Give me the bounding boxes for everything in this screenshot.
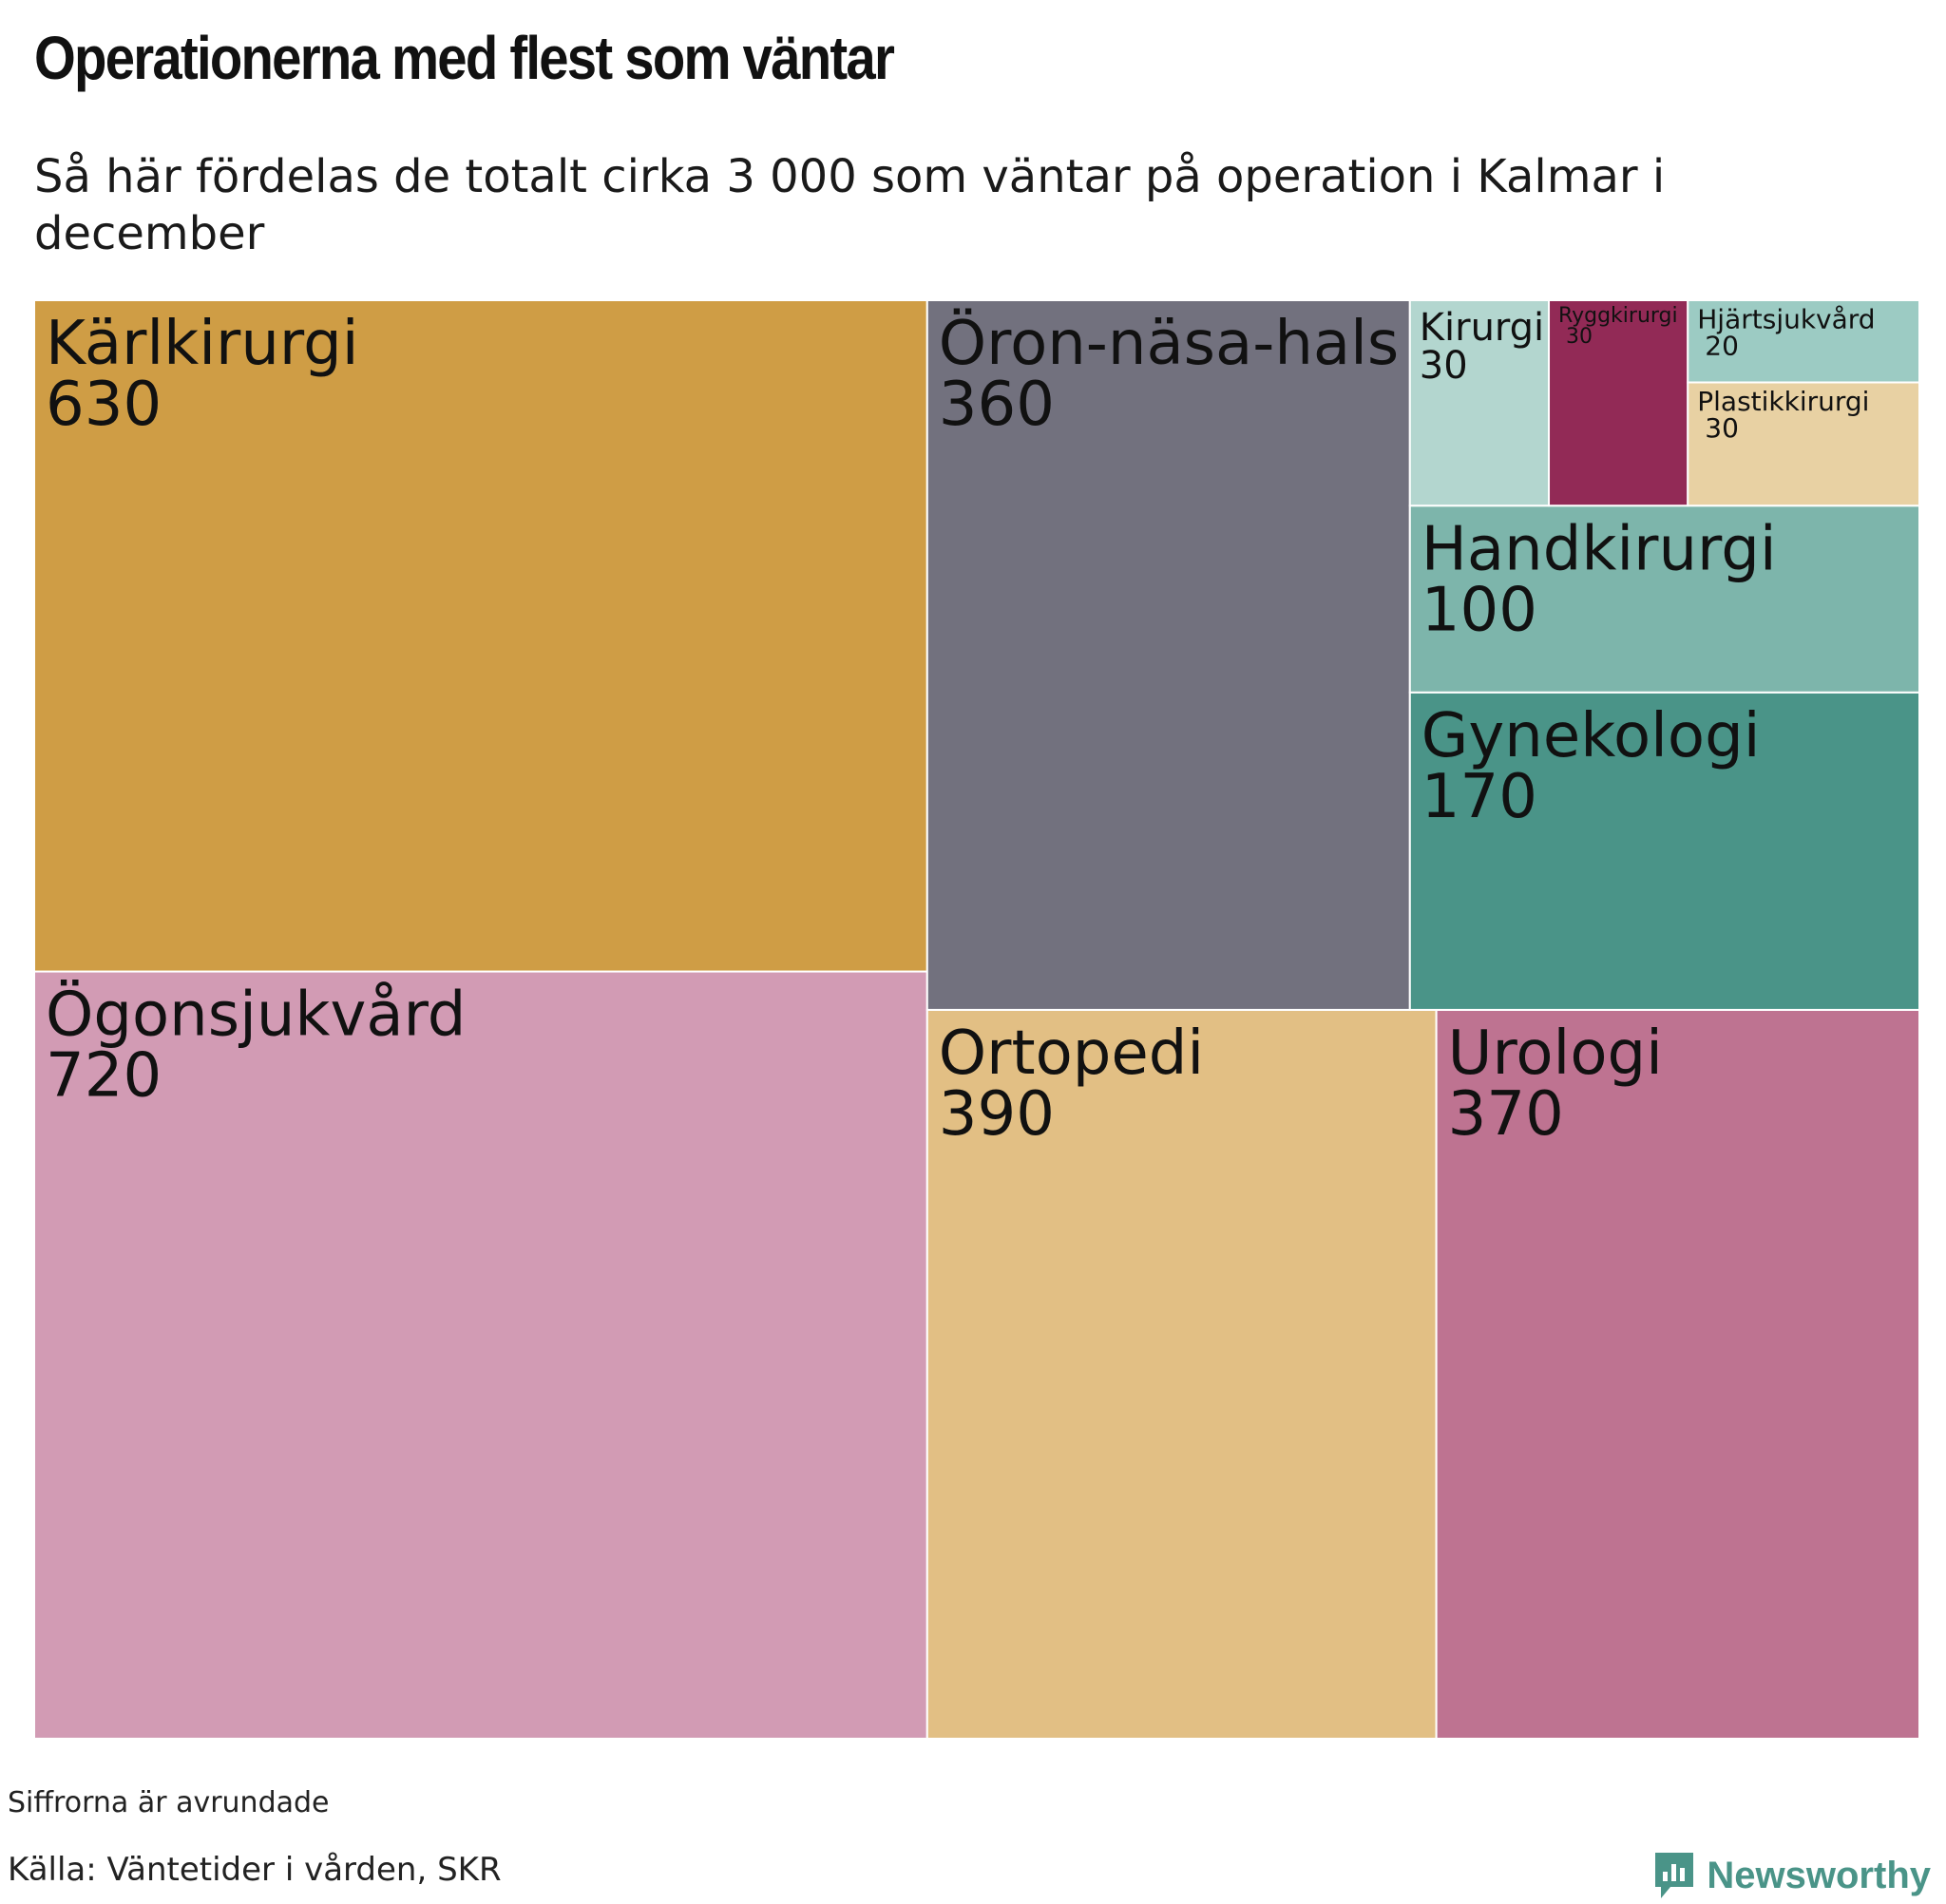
tile-label-value: 30 — [1420, 344, 1468, 388]
tile-label-value: 30 — [1705, 412, 1739, 444]
tile-label-value: 20 — [1705, 330, 1739, 361]
tile-label-value: 630 — [46, 370, 162, 440]
brand-logo: Newsworthy — [1651, 1847, 1931, 1904]
tile-label-value: 390 — [939, 1079, 1055, 1150]
tile-label-name: Ryggkirurgi — [1558, 304, 1678, 328]
tile-rect — [1408, 505, 1919, 694]
newsworthy-logo-icon — [1655, 1853, 1694, 1898]
tile-label-name: Plastikkirurgi — [1697, 386, 1869, 417]
tile-label-value: 30 — [1566, 325, 1593, 349]
rounding-note: Siffrorna är avrundade — [8, 1786, 330, 1819]
tile-label-name: Urologi — [1448, 1019, 1663, 1089]
tile-rect — [34, 300, 928, 973]
tile-label-name: Ortopedi — [939, 1019, 1204, 1089]
tile-label-value: 370 — [1448, 1079, 1564, 1150]
tile-rect — [1435, 1008, 1919, 1739]
tile-rect — [1548, 300, 1689, 507]
tile-label-name: Kirurgi — [1420, 306, 1544, 350]
tile-label-value: 170 — [1421, 762, 1537, 832]
treemap-chart: Ögonsjukvård720Kärlkirurgi630Ortopedi390… — [34, 300, 1919, 1739]
tile-label-name: Öron-näsa-hals — [939, 308, 1399, 379]
tile-label-name: Hjärtsjukvård — [1697, 303, 1875, 334]
tile-label-name: Gynekologi — [1421, 701, 1761, 771]
tile-rect — [34, 970, 928, 1739]
tile-rect — [1687, 300, 1919, 384]
tile-label-name: Handkirurgi — [1421, 514, 1777, 584]
brand-name: Newsworthy — [1707, 1854, 1931, 1896]
source-credit: Källa: Väntetider i vården, SKR — [8, 1851, 502, 1889]
tile-rect — [1687, 381, 1919, 507]
tile-label-name: Kärlkirurgi — [46, 309, 358, 379]
tile-rect — [1408, 691, 1919, 1011]
tile-label-value: 720 — [46, 1041, 162, 1112]
tile-rect — [925, 1008, 1438, 1739]
chart-subtitle: Så här fördelas de totalt cirka 3 000 so… — [34, 150, 1666, 260]
tile-label-value: 360 — [939, 370, 1055, 440]
chart-title: Operationerna med flest som väntar — [34, 24, 895, 92]
tile-label-name: Ögonsjukvård — [46, 980, 466, 1051]
tile-label-value: 100 — [1421, 575, 1537, 645]
